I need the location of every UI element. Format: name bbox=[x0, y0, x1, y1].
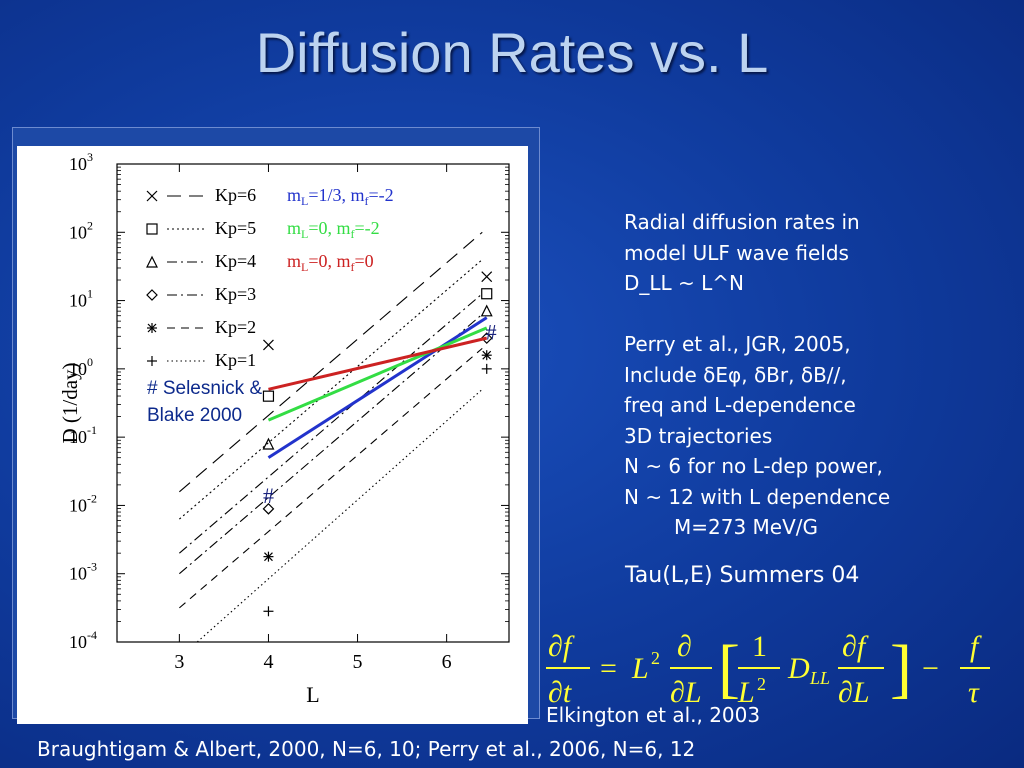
slide-title: Diffusion Rates vs. L bbox=[255, 21, 769, 84]
text-line: Radial diffusion rates in bbox=[624, 210, 860, 234]
legend-marker bbox=[146, 255, 158, 268]
svg-text:[: [ bbox=[718, 632, 740, 705]
legend-marker bbox=[147, 323, 157, 333]
text-line bbox=[624, 299, 1014, 330]
text-line: freq and L-dependence bbox=[624, 393, 856, 417]
model-legend-label: mL=1/3, mf=-2 bbox=[287, 185, 394, 208]
kp-line bbox=[179, 259, 483, 520]
svg-text:2: 2 bbox=[757, 674, 766, 694]
svg-text:LL: LL bbox=[809, 668, 830, 688]
x-tick-label: 5 bbox=[353, 651, 363, 673]
svg-text:∂L: ∂L bbox=[838, 676, 870, 708]
legend-label: Kp=2 bbox=[215, 317, 256, 337]
text-line: model ULF wave fields bbox=[624, 240, 849, 265]
tau-note: Tau(L,E) Summers 04 bbox=[625, 563, 860, 588]
citation-references: Braughtigam & Albert, 2000, N=6, 10; Per… bbox=[37, 737, 696, 761]
legend-label: Kp=3 bbox=[215, 284, 256, 304]
svg-text:∂f: ∂f bbox=[548, 630, 575, 663]
plus-marker bbox=[481, 363, 492, 374]
hash-mark: # bbox=[263, 483, 274, 508]
diamond-marker bbox=[480, 332, 493, 344]
x-tick-label: 3 bbox=[174, 651, 184, 673]
legend-label: Kp=5 bbox=[215, 218, 256, 238]
svg-text:τ: τ bbox=[968, 676, 980, 708]
asterisk-marker bbox=[263, 551, 274, 562]
text-line: N ~ 6 for no L-dep power, bbox=[624, 454, 883, 478]
legend-marker bbox=[146, 223, 158, 235]
legend-label: Kp=6 bbox=[215, 185, 256, 205]
text-line: N ~ 12 with L dependence bbox=[624, 484, 891, 509]
svg-text:]: ] bbox=[890, 632, 912, 705]
y-tick-label: 102 bbox=[69, 218, 93, 242]
text-line: M=273 MeV/G bbox=[674, 515, 819, 539]
description-text: Radial diffusion rates in model ULF wave… bbox=[624, 207, 1014, 543]
triangle-marker bbox=[480, 304, 493, 317]
kp-line bbox=[179, 231, 483, 493]
svg-text:L: L bbox=[737, 676, 755, 708]
triangle-marker bbox=[262, 437, 275, 450]
kp-line bbox=[179, 313, 483, 575]
y-tick-label: 10-3 bbox=[69, 560, 97, 584]
x-tick-label: 6 bbox=[442, 651, 452, 673]
plus-marker bbox=[263, 606, 274, 617]
diamond-marker bbox=[262, 502, 275, 515]
y-tick-label: 101 bbox=[69, 287, 93, 311]
annotation-text: Blake 2000 bbox=[147, 405, 242, 426]
svg-text:∂: ∂ bbox=[677, 630, 692, 663]
text-line: Include δEφ, δBr, δB//, bbox=[624, 362, 847, 387]
annotation-text: # Selesnick & bbox=[147, 378, 262, 399]
model-line bbox=[268, 336, 488, 391]
y-tick-label: 103 bbox=[69, 150, 93, 174]
figure-panel bbox=[17, 146, 528, 724]
svg-text:∂t: ∂t bbox=[548, 676, 572, 708]
svg-text:=: = bbox=[600, 652, 617, 685]
legend-label: Kp=1 bbox=[215, 350, 256, 370]
svg-text:∂f: ∂f bbox=[842, 630, 869, 663]
y-tick-label: 10-2 bbox=[69, 491, 97, 515]
svg-text:2: 2 bbox=[651, 648, 660, 668]
svg-text:f: f bbox=[970, 630, 982, 663]
svg-text:−: − bbox=[922, 652, 939, 685]
model-line bbox=[267, 316, 488, 459]
kp-line bbox=[196, 388, 483, 643]
text-line: 3D trajectories bbox=[624, 423, 773, 448]
model-legend-label: mL=0, mf=-2 bbox=[287, 218, 380, 241]
diffusion-equation: ∂f ∂t = L 2 ∂ ∂L [ 1 L 2 D LL ∂f ∂L ] − … bbox=[546, 630, 990, 708]
text-line: D_LL ~ L^N bbox=[624, 271, 745, 295]
square-marker bbox=[481, 288, 493, 300]
legend-marker bbox=[146, 289, 158, 301]
text-line: Perry et al., JGR, 2005, bbox=[624, 332, 851, 356]
legend-label: Kp=4 bbox=[215, 251, 256, 271]
kp-line bbox=[179, 293, 483, 554]
square-marker bbox=[262, 390, 275, 402]
x-marker bbox=[481, 271, 493, 283]
y-tick-label: 10-4 bbox=[69, 628, 97, 652]
model-legend-label: mL=0, mf=0 bbox=[287, 251, 374, 274]
x-axis-label: L bbox=[306, 682, 319, 707]
x-tick-label: 4 bbox=[263, 651, 273, 673]
legend-marker bbox=[147, 356, 157, 366]
y-tick-label: 100 bbox=[69, 355, 93, 379]
svg-text:∂L: ∂L bbox=[670, 676, 702, 708]
kp-line bbox=[179, 347, 483, 609]
plot-frame bbox=[116, 163, 510, 643]
citation-elkington: Elkington et al., 2003 bbox=[546, 703, 761, 727]
asterisk-marker bbox=[481, 350, 492, 361]
x-marker bbox=[263, 339, 274, 351]
svg-text:D: D bbox=[787, 652, 810, 685]
legend-marker bbox=[146, 190, 158, 202]
model-line bbox=[267, 326, 488, 422]
hash-mark: # bbox=[486, 319, 497, 344]
y-axis-label: D (1/day) bbox=[58, 362, 82, 443]
svg-text:1: 1 bbox=[752, 630, 767, 663]
svg-text:L: L bbox=[631, 652, 649, 685]
